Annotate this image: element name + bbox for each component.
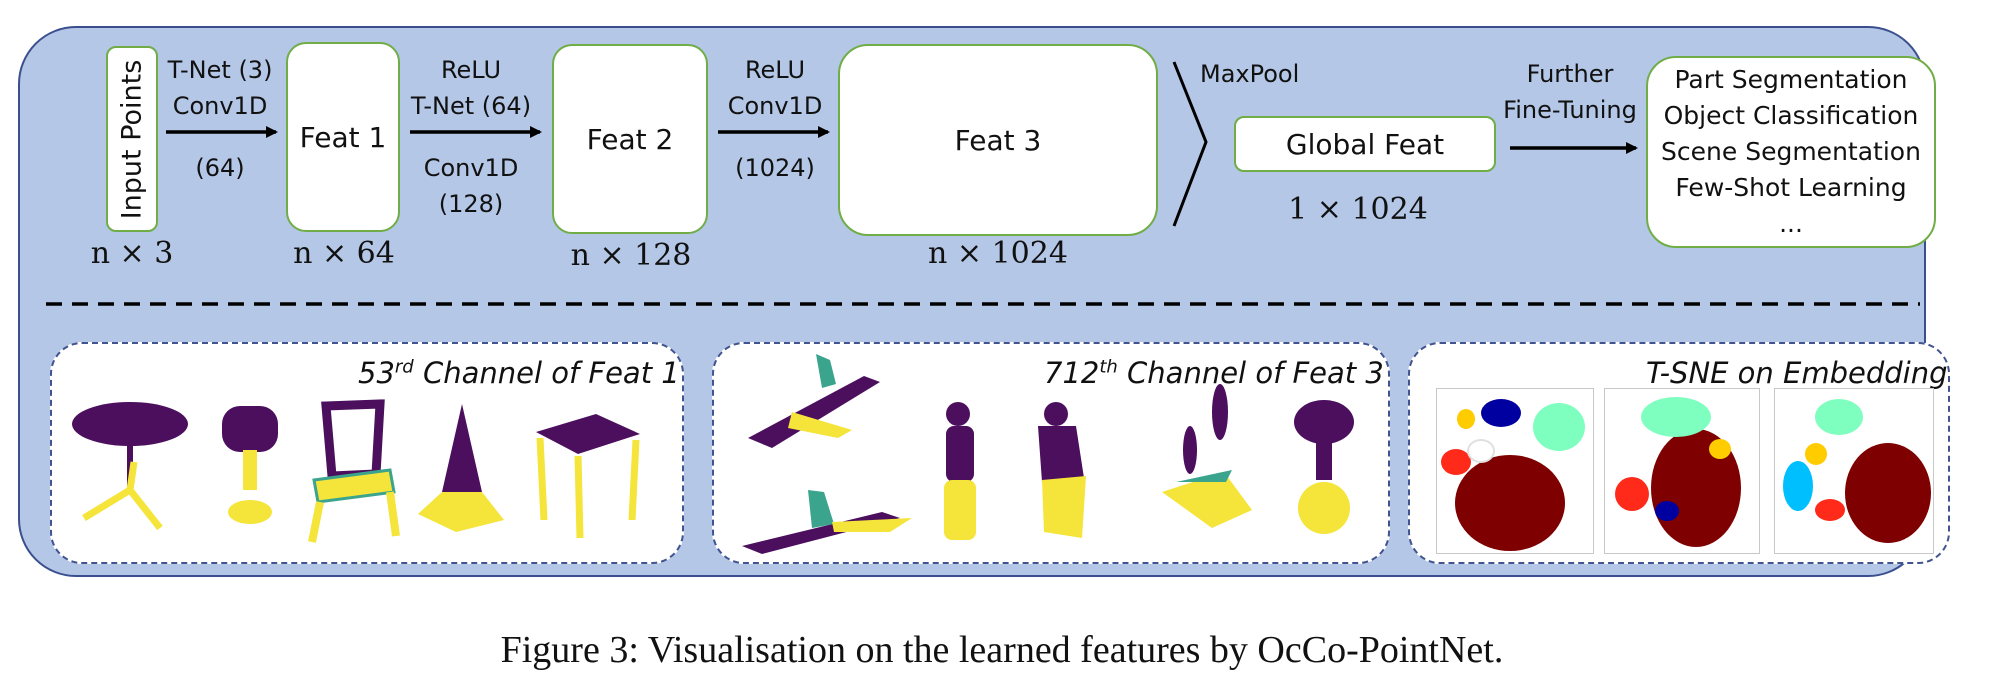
feat2-label: Feat 2 — [586, 122, 674, 156]
arrow2-label-bottom: Conv1D (128) — [396, 150, 546, 222]
channel712-num: 712 — [1044, 356, 1100, 390]
arrow2-line3: Conv1D — [423, 154, 519, 182]
global-feat-label: Global Feat — [1285, 127, 1445, 161]
arrow3-line1: ReLU — [744, 56, 806, 84]
tsne-plot-3 — [1774, 388, 1934, 554]
feat3-label: Feat 3 — [954, 123, 1042, 157]
task-ellipsis: ... — [1779, 209, 1803, 238]
tsne-plot-1 — [1436, 388, 1594, 554]
table-top — [72, 402, 188, 446]
figure-caption: Figure 3: Visualisation on the learned f… — [500, 629, 1504, 671]
arrow2-line4: (128) — [438, 190, 504, 218]
maxpool-triangle — [1172, 61, 1208, 227]
tsne-title: T-SNE on Embedding — [1646, 356, 1948, 390]
channel712-title: 712th Channel of Feat 3 — [1044, 356, 1384, 390]
channel712-sup: th — [1099, 356, 1118, 378]
tasks-box: Part Segmentation Object Classification … — [1646, 56, 1936, 248]
arrow1-label: T-Net (3) Conv1D — [160, 52, 280, 124]
arrow1-line2: Conv1D — [172, 92, 268, 120]
arrow3-label-top: ReLU Conv1D — [710, 52, 840, 124]
feat3-box: Feat 3 — [838, 44, 1158, 236]
arrow1-label-bottom: (64) — [195, 154, 245, 182]
arrow2-line1: ReLU — [440, 56, 502, 84]
feat2-dim: n × 128 — [570, 238, 692, 273]
arrow2-line2: T-Net (64) — [410, 92, 532, 120]
arrow1-line1: T-Net (3) — [167, 56, 273, 84]
channel53-rest: Channel of Feat 1 — [413, 356, 680, 390]
finetune-line1: Further — [1526, 60, 1614, 88]
tsne-plot-2 — [1604, 388, 1760, 554]
finetune-line2: Fine-Tuning — [1503, 96, 1637, 124]
task-few-shot: Few-Shot Learning — [1675, 173, 1907, 202]
channel712-rest: Channel of Feat 3 — [1117, 356, 1384, 390]
arrow2-label-top: ReLU T-Net (64) — [396, 52, 546, 124]
feat2-box: Feat 2 — [552, 44, 708, 234]
global-dim: 1 × 1024 — [1288, 192, 1428, 227]
input-dim: n × 3 — [90, 236, 174, 271]
channel53-shapes — [72, 399, 640, 543]
feat1-box: Feat 1 — [286, 42, 400, 232]
finetune-label: Further Fine-Tuning — [1496, 56, 1644, 128]
task-part-seg: Part Segmentation — [1674, 65, 1908, 94]
channel53-title: 53rd Channel of Feat 1 — [358, 356, 680, 390]
input-points-box: Input Points — [106, 46, 158, 232]
feat3-dim: n × 1024 — [928, 236, 1068, 271]
chair-back — [321, 399, 385, 481]
channel53-sup: rd — [394, 356, 414, 378]
task-scene-seg: Scene Segmentation — [1661, 137, 1921, 166]
cone — [442, 404, 482, 492]
task-obj-cls: Object Classification — [1663, 101, 1919, 130]
arrow3-label-bottom: (1024) — [735, 154, 815, 182]
feat1-label: Feat 1 — [299, 120, 387, 154]
feat1-dim: n × 64 — [293, 236, 395, 271]
maxpool-label: MaxPool — [1200, 60, 1300, 88]
arrow3-line2: Conv1D — [727, 92, 823, 120]
airplane-1 — [748, 376, 880, 448]
global-feat-box: Global Feat — [1234, 116, 1496, 172]
channel53-num: 53 — [358, 356, 395, 390]
channel712-shapes — [742, 354, 1354, 554]
